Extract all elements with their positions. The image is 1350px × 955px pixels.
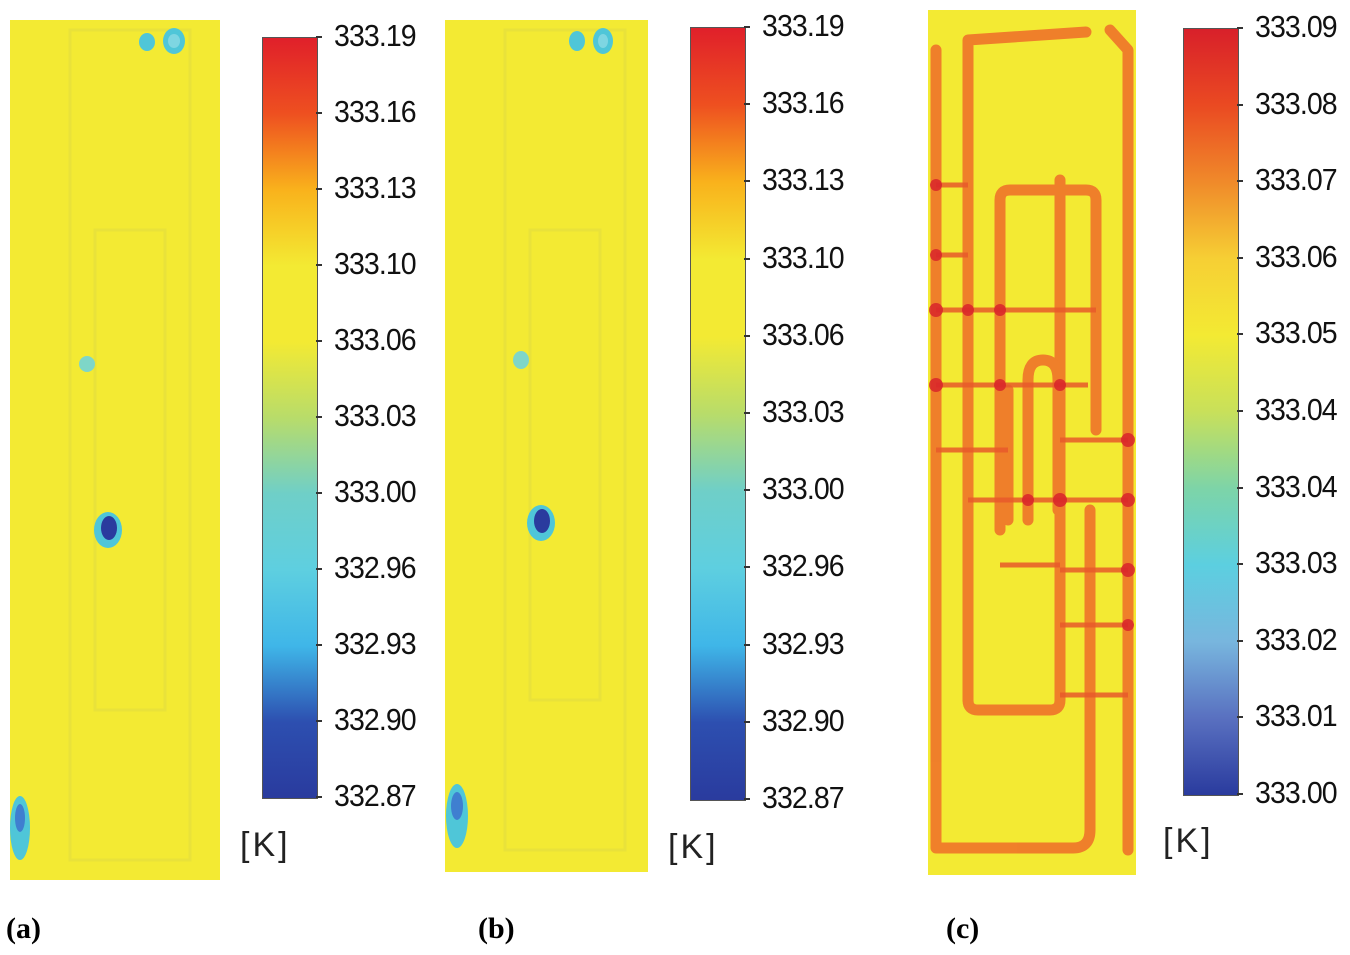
colorbar-tick-label: 332.87 [762,780,845,815]
colorbar-tick-label: 332.90 [334,702,417,737]
colorbar-tick-label: 333.13 [334,170,417,205]
colorbar-tick-label: 333.13 [762,162,845,198]
colorbar-tick-mark [744,489,750,492]
unit-label-a: [K] [240,826,291,864]
colorbar-tick-mark [1237,793,1243,795]
colorbar-tick-mark [316,416,322,418]
colorbar-tick-label: 333.09 [1255,9,1338,44]
panel-label-a: (a) [6,912,41,945]
colorbar-tick-label: 333.01 [1255,698,1338,734]
colorbar-tick-label: 333.06 [334,322,417,357]
colorbar-tick-mark [316,644,322,646]
colorbar-tick-label: 333.19 [334,18,417,53]
colorbar-tick-mark [1237,486,1243,489]
colorbar-tick-label: 332.96 [334,550,417,585]
colorbar-tick-label: 333.05 [1255,315,1338,351]
colorbar-tick-mark [744,798,750,800]
colorbar-tick-label: 333.00 [1255,775,1338,810]
colorbar-tick-label: 333.00 [334,474,417,509]
colorbar-tick-mark [316,796,322,798]
colorbar-tick-mark [1237,639,1243,642]
colorbar-tick-mark [744,412,750,414]
plate-contour-a [10,20,220,880]
colorbar-tick-label: 333.04 [1255,468,1338,504]
colorbar-tick-mark [744,180,750,183]
plate-contour-b [445,20,648,872]
temperature-field-a [10,28,192,862]
colorbar-tick-label: 333.06 [1255,238,1338,274]
colorbar-tick-mark [1237,180,1243,183]
colorbar-tick-mark [744,103,750,106]
unit-label-b: [K] [668,828,719,866]
colorbar-tick-mark [744,566,750,569]
colorbar-tick-label: 333.08 [1255,85,1338,121]
colorbar-tick-mark [316,720,322,722]
colorbar-tick-label: 333.03 [1255,545,1338,581]
colorbar-tick-label: 332.96 [762,548,845,584]
cooling-channel-field-c [929,24,1135,856]
colorbar-tick-mark [1237,27,1243,29]
colorbar-tick-label: 333.03 [762,394,845,429]
panel-label-b: (b) [478,912,515,945]
colorbar-tick-mark [1237,256,1243,259]
colorbar-tick-label: 333.07 [1255,162,1338,198]
colorbar-tick-mark [316,492,322,494]
colorbar-tick-mark [744,643,750,646]
colorbar-tick-mark [1237,716,1243,719]
colorbar-tick-mark [316,36,322,38]
colorbar-tick-label: 332.93 [762,625,845,661]
colorbar-tick-mark [744,26,750,28]
colorbar-tick-mark [1237,410,1243,412]
colorbar-tick-mark [316,188,322,190]
colorbar-tick-label: 333.06 [762,316,845,352]
colorbar-tick-label: 333.10 [762,239,845,275]
colorbar-a [262,37,318,799]
plate-contour-c [928,10,1136,875]
colorbar-tick-mark [316,568,322,570]
colorbar-tick-label: 332.87 [334,778,417,813]
colorbar-tick-label: 333.10 [334,246,417,281]
temperature-field-b [446,28,627,852]
colorbar-tick-label: 332.93 [334,626,417,661]
colorbar-tick-mark [1237,103,1243,106]
unit-label-c: [K] [1163,822,1214,860]
colorbar-tick-label: 333.16 [762,85,845,121]
colorbar-tick-label: 333.16 [334,94,417,129]
colorbar-tick-label: 333.00 [762,471,845,507]
colorbar-tick-mark [316,112,322,114]
colorbar-tick-mark [1237,333,1243,336]
colorbar-tick-label: 333.03 [334,398,417,433]
colorbar-tick-label: 332.90 [762,702,845,738]
colorbar-tick-label: 333.04 [1255,392,1338,427]
colorbar-tick-mark [744,334,750,337]
panel-label-c: (c) [946,912,980,945]
colorbar-tick-mark [1237,563,1243,566]
colorbar-tick-mark [316,340,322,342]
colorbar-tick-label: 333.02 [1255,621,1338,657]
colorbar-b [690,27,746,801]
colorbar-tick-mark [744,257,750,260]
colorbar-c [1183,28,1239,796]
colorbar-tick-label: 333.19 [762,8,845,43]
colorbar-tick-mark [744,720,750,723]
colorbar-tick-mark [316,264,322,266]
